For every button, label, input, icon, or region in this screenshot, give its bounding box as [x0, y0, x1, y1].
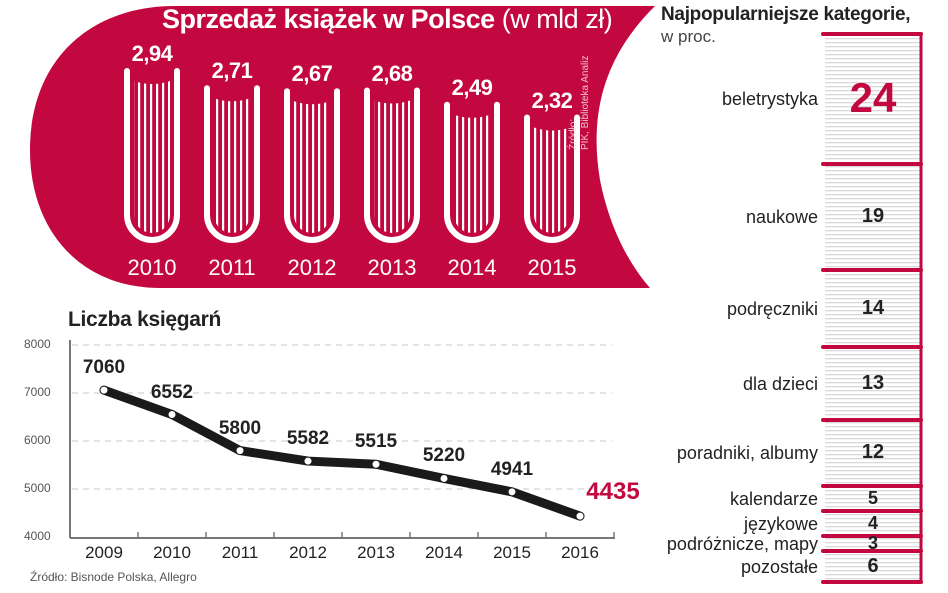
- x-tick-label: 2013: [357, 543, 395, 562]
- book-year-label: 2013: [367, 255, 417, 280]
- category-label: naukowe: [745, 207, 818, 227]
- category-label: podróżnicze, mapy: [666, 533, 818, 554]
- category-value: 5: [867, 487, 878, 508]
- category-label: poradniki, albumy: [676, 443, 818, 463]
- data-point: [99, 385, 109, 395]
- y-tick-label: 5000: [24, 481, 51, 495]
- book-bar-2013: [364, 87, 420, 243]
- book-value-label: 2,32: [531, 87, 573, 113]
- data-point: [235, 446, 245, 456]
- category-value: 13: [861, 371, 885, 394]
- book-value-label: 2,68: [371, 60, 413, 86]
- book-value-label: 2,49: [451, 74, 493, 100]
- bookstores-source: Źródło: Bisnode Polska, Allegro: [30, 570, 197, 584]
- x-tick-label: 2011: [221, 543, 259, 562]
- data-point-label: 6552: [150, 381, 194, 403]
- category-label: językowe: [743, 513, 818, 534]
- x-tick-label: 2009: [85, 543, 123, 562]
- bookstores-line-chart: [69, 340, 615, 539]
- category-value: 6: [867, 554, 879, 577]
- category-value: 12: [861, 441, 885, 463]
- book-sales-source: Źródło: PIK, Biblioteka Analiz: [568, 10, 592, 151]
- book-value-label: 2,94: [131, 41, 173, 66]
- categories-subtitle: w proc.: [661, 27, 716, 46]
- x-tick-label: 2014: [425, 543, 463, 562]
- book-year-label: 2012: [287, 255, 337, 280]
- book-bar-2012: [284, 88, 340, 243]
- book-bar-2011: [204, 85, 260, 243]
- book-value-label: 2,67: [291, 61, 333, 87]
- category-value: 14: [861, 296, 885, 319]
- data-point-label: 4941: [490, 458, 534, 480]
- category-block: [825, 164, 921, 270]
- category-block: [825, 536, 921, 551]
- category-value: 4: [867, 512, 878, 533]
- category-label: beletrystyka: [721, 89, 818, 109]
- x-tick-label: 2012: [289, 543, 327, 562]
- category-label: kalendarze: [729, 488, 818, 509]
- category-block: [825, 34, 921, 164]
- category-block: [825, 270, 921, 347]
- data-point: [167, 410, 177, 420]
- book-year-label: 2011: [208, 255, 256, 280]
- book-bar-2014: [444, 101, 500, 243]
- category-block: [825, 486, 921, 511]
- data-point: [575, 511, 585, 521]
- book-year-label: 2014: [447, 255, 497, 280]
- category-block: [825, 551, 921, 582]
- category-stack: [821, 32, 923, 584]
- book-sales-title: Sprzedaż książek w Polsce (w mld zł): [162, 4, 613, 35]
- data-point-label: 5515: [354, 431, 398, 453]
- x-tick-label: 2010: [153, 543, 191, 562]
- x-tick-label: 2016: [561, 543, 599, 562]
- category-value: 24: [849, 73, 897, 121]
- category-label: podręczniki: [726, 298, 818, 319]
- data-point-label: 5582: [286, 428, 330, 450]
- data-point: [371, 459, 381, 469]
- book-value-label: 2,71: [211, 58, 253, 84]
- book-sales-title-text: Sprzedaż książek w Polsce: [162, 4, 495, 34]
- bookstores-line: [99, 385, 585, 521]
- categories-title: Najpopularniejsze kategorie,: [661, 4, 911, 25]
- data-point-label: 5800: [218, 417, 262, 439]
- book-year-label: 2015: [527, 255, 577, 280]
- source-line-2: PIK, Biblioteka Analiz: [580, 55, 591, 151]
- data-point-label: 7060: [82, 357, 126, 379]
- book-bar-2015: [524, 114, 580, 243]
- book-sales-title-unit: (w mld zł): [501, 4, 613, 34]
- category-block: [825, 420, 921, 486]
- source-line-1: Źródło:: [568, 118, 579, 150]
- data-point-label: 5220: [422, 445, 466, 467]
- category-label: dla dzieci: [742, 373, 818, 394]
- y-tick-label: 6000: [24, 433, 51, 447]
- data-point: [439, 473, 449, 483]
- book-year-label: 2010: [127, 255, 177, 280]
- data-point-label: 4435: [586, 478, 640, 506]
- category-label: pozostałe: [740, 556, 818, 577]
- category-block: [825, 347, 921, 420]
- x-tick-label: 2015: [493, 543, 531, 562]
- category-block: [825, 511, 921, 536]
- y-tick-label: 4000: [24, 529, 51, 543]
- category-value: 3: [867, 532, 878, 553]
- y-tick-label: 7000: [24, 385, 51, 399]
- y-tick-label: 8000: [24, 337, 51, 351]
- data-point: [303, 456, 313, 466]
- data-point: [507, 487, 517, 497]
- category-value: 19: [861, 205, 885, 227]
- book-bar-2010: [124, 68, 180, 243]
- bookstores-title: Liczba księgarń: [68, 308, 222, 331]
